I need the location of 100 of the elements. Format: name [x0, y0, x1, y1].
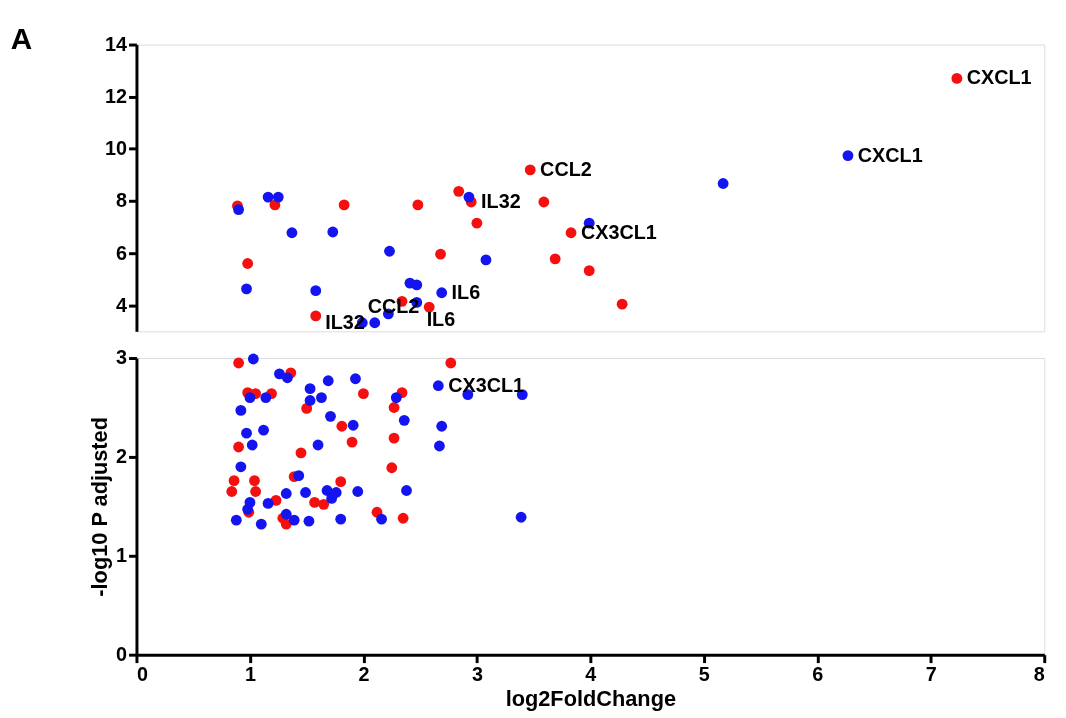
point [233, 357, 245, 369]
point [423, 301, 435, 313]
point [318, 498, 330, 510]
point [244, 392, 256, 403]
point [583, 265, 595, 276]
point [350, 373, 361, 385]
x-tick-label: 0 [136, 662, 148, 685]
point [230, 514, 242, 526]
chart-title: A [10, 21, 33, 55]
annotation: IL6 [451, 280, 481, 303]
point [346, 436, 358, 448]
point [398, 414, 410, 426]
point [445, 357, 457, 369]
y-tick-label: 4 [116, 293, 128, 316]
point [241, 283, 252, 295]
point [233, 204, 245, 215]
point [326, 493, 338, 504]
point [463, 191, 475, 203]
y-tick-label: 10 [105, 137, 128, 160]
point [280, 488, 292, 499]
point [262, 191, 274, 203]
point [247, 353, 259, 365]
x-axis-title: log2FoldChange [505, 685, 677, 711]
point [262, 497, 274, 509]
point [515, 511, 527, 523]
point [327, 226, 339, 238]
point [241, 427, 252, 439]
point [304, 395, 316, 406]
y-tick-label: 12 [105, 85, 128, 108]
point [280, 508, 292, 520]
point [524, 164, 536, 176]
point [258, 424, 269, 436]
point [357, 388, 369, 400]
point [616, 298, 628, 310]
point [309, 496, 321, 508]
point [233, 441, 245, 453]
point [325, 410, 336, 422]
point [376, 513, 387, 525]
point [397, 512, 409, 524]
annotation: CX3CL1 [580, 220, 657, 243]
point [471, 217, 483, 229]
point [249, 475, 260, 487]
y-tick-label: 1 [116, 544, 128, 567]
point [384, 245, 395, 257]
point [235, 461, 247, 473]
y-tick-label: 0 [116, 643, 128, 666]
point [435, 248, 446, 260]
x-tick-label: 8 [1033, 662, 1045, 685]
annotation: IL6 [426, 308, 456, 331]
point [538, 196, 550, 208]
point [246, 439, 258, 451]
x-tick-label: 4 [585, 662, 597, 685]
point [310, 310, 322, 322]
x-tick-label: 1 [244, 662, 256, 685]
point [352, 486, 364, 497]
point [388, 432, 400, 444]
point [281, 372, 293, 384]
annotation: CX3CL1 [448, 373, 524, 396]
point [228, 475, 240, 487]
annotation: CXCL1 [857, 143, 923, 166]
y-tick-label: 14 [105, 32, 128, 55]
x-tick-label: 3 [471, 662, 483, 685]
x-tick-label: 7 [925, 662, 937, 685]
point [432, 380, 444, 392]
annotation: IL32 [481, 189, 521, 212]
y-tick-label: 2 [116, 445, 128, 468]
point [335, 476, 347, 488]
point [242, 258, 254, 269]
point [255, 518, 267, 530]
point [386, 462, 398, 474]
point [310, 285, 322, 297]
point [453, 185, 465, 197]
point [304, 383, 316, 395]
y-tick-label: 3 [116, 346, 128, 369]
y-tick-label: 8 [116, 189, 128, 212]
point [412, 199, 424, 211]
point [434, 440, 445, 452]
point [316, 392, 327, 403]
point [336, 420, 348, 432]
point [293, 470, 305, 482]
point [480, 254, 492, 266]
point [565, 227, 577, 239]
point [951, 73, 963, 84]
point [549, 253, 561, 265]
point [300, 487, 311, 498]
point [235, 405, 247, 416]
point [288, 514, 300, 526]
point [295, 447, 307, 459]
point [390, 392, 402, 403]
y-tick-label: 6 [116, 241, 128, 264]
point [226, 486, 238, 497]
point [369, 317, 381, 329]
point [388, 402, 400, 413]
point [436, 287, 448, 299]
point [717, 178, 729, 189]
point [250, 486, 262, 497]
annotation: CCL2 [540, 157, 592, 180]
point [842, 150, 854, 162]
x-tick-label: 5 [698, 662, 710, 685]
point [260, 392, 272, 403]
